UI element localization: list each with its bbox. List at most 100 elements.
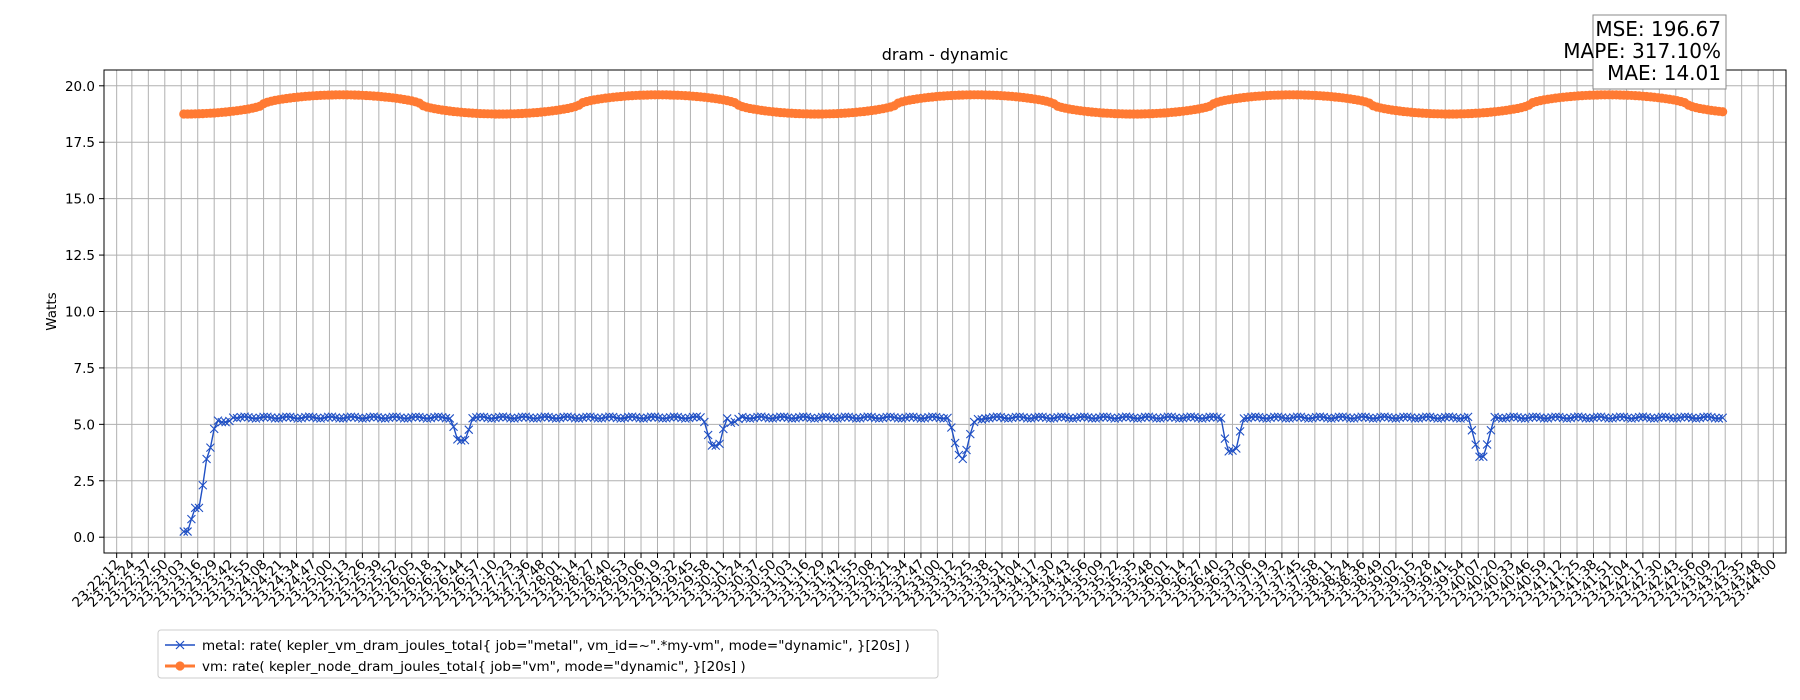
metal-point — [1516, 413, 1526, 423]
metal-point — [1186, 412, 1196, 422]
metal-point — [1562, 414, 1572, 423]
y-tick-label: 17.5 — [65, 135, 95, 151]
metal-point — [935, 413, 945, 423]
metal-point — [924, 412, 933, 422]
metal-point — [1079, 412, 1089, 422]
x-axis-ticks: 23:22:1223:22:2423:22:3723:22:5023:23:03… — [69, 553, 1780, 611]
legend-label: metal: rate( kepler_vm_dram_joules_total… — [202, 638, 910, 654]
metal-point — [471, 413, 481, 422]
metal-point — [1509, 412, 1519, 422]
metal-point — [677, 413, 686, 423]
metal-point — [912, 413, 922, 423]
metal-point — [1053, 412, 1063, 422]
metal-point — [1611, 413, 1621, 422]
metal-point — [1334, 412, 1344, 422]
metal-point — [487, 414, 496, 423]
metal-point — [1364, 413, 1374, 423]
metal-point — [1463, 412, 1473, 422]
metal-point — [863, 412, 873, 422]
metal-point — [1399, 412, 1408, 422]
metal-point — [1570, 412, 1579, 422]
metal-point — [1387, 413, 1397, 423]
metal-point — [354, 413, 363, 423]
vm-point — [1718, 107, 1728, 117]
grid — [104, 70, 1786, 553]
metal-point — [1615, 412, 1625, 422]
metal-point — [1623, 413, 1633, 423]
metal-point — [794, 412, 804, 422]
metal-point — [756, 412, 766, 422]
metal-point — [1357, 412, 1367, 422]
metal-point — [1133, 414, 1142, 423]
metal-point — [1680, 412, 1690, 422]
metal-point — [198, 480, 208, 490]
metal-point — [992, 412, 1002, 422]
stats-mape: MAPE: 317.10% — [1563, 39, 1721, 63]
metal-point — [893, 413, 903, 423]
metal-point — [369, 412, 379, 422]
metal-point — [388, 412, 398, 422]
metal-point — [1003, 414, 1013, 423]
series-vm — [179, 90, 1728, 119]
metal-point — [646, 412, 656, 422]
legend-frame — [157, 629, 939, 679]
metal-point — [1182, 412, 1192, 422]
metal-point — [821, 412, 831, 422]
metal-point — [988, 412, 998, 422]
metal-point — [1144, 412, 1154, 422]
metal-point — [616, 414, 626, 423]
metal-point — [418, 413, 428, 423]
metal-point — [574, 414, 584, 423]
metal-point — [946, 423, 956, 432]
metal-point — [1292, 412, 1302, 422]
metal-point — [1300, 413, 1310, 423]
metal-point — [730, 417, 740, 427]
metal-point — [1627, 414, 1636, 423]
metal-point — [1376, 412, 1386, 422]
metal-point — [1440, 412, 1450, 422]
metal-point — [658, 414, 667, 423]
metal-point — [464, 425, 474, 435]
metal-point — [874, 414, 884, 423]
stats-mse: MSE: 196.67 — [1595, 17, 1721, 41]
metal-point — [1068, 414, 1078, 423]
metal-point — [1034, 412, 1044, 422]
metal-point — [1209, 412, 1218, 422]
metal-point — [365, 412, 375, 422]
metal-point — [604, 412, 614, 422]
metal-point — [741, 413, 751, 423]
metal-point — [506, 413, 515, 423]
y-tick-label: 15.0 — [65, 192, 95, 208]
metal-point — [293, 414, 303, 423]
metal-point — [335, 413, 344, 423]
metal-point — [1368, 414, 1378, 423]
metal-point — [346, 412, 356, 422]
metal-point — [1269, 412, 1279, 422]
metal-point — [1011, 412, 1021, 422]
metal-point — [851, 414, 861, 423]
metal-point — [460, 435, 470, 445]
metal-point — [1433, 414, 1443, 423]
metal-point — [1197, 414, 1207, 423]
metal-point — [950, 438, 960, 448]
metal-point — [1163, 412, 1173, 422]
metal-point — [1528, 412, 1538, 422]
metal-point — [699, 417, 709, 427]
metal-point — [1041, 413, 1051, 423]
metal-point — [840, 412, 850, 422]
metal-point — [1494, 413, 1503, 423]
metal-point — [1098, 412, 1108, 422]
metal-point — [536, 412, 546, 422]
y-tick-label: 0.0 — [74, 530, 95, 546]
legend-x-marker-icon — [175, 640, 185, 650]
metal-point — [281, 412, 291, 422]
metal-point — [582, 412, 591, 422]
metal-point — [563, 412, 572, 422]
metal-point — [1304, 414, 1313, 423]
metal-point — [688, 412, 698, 422]
metal-point — [1410, 413, 1420, 423]
metal-point — [1258, 413, 1268, 423]
metal-point — [1022, 413, 1032, 423]
metal-point — [1471, 440, 1481, 450]
metal-point — [1057, 412, 1066, 422]
